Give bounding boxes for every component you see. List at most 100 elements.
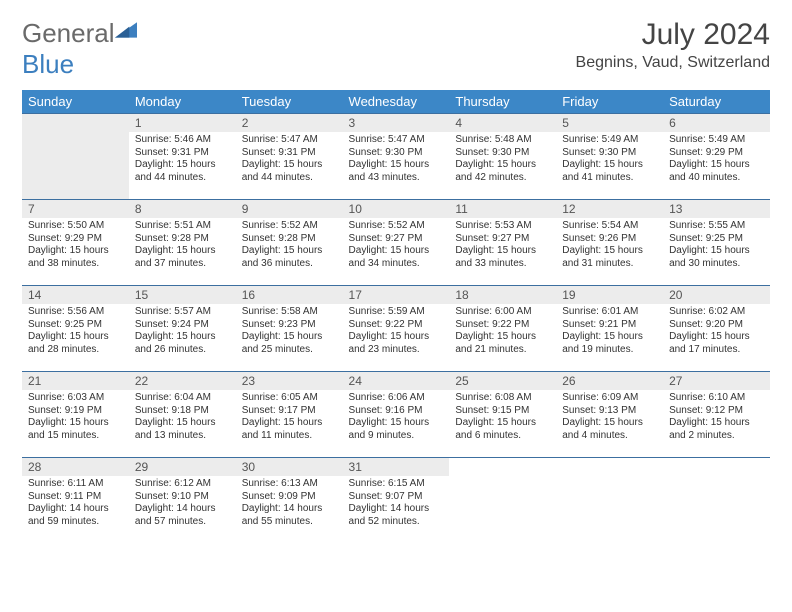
day-number: 19 bbox=[556, 286, 663, 304]
sunrise-line: Sunrise: 5:47 AM bbox=[242, 134, 318, 145]
week-row: 21Sunrise: 6:03 AMSunset: 9:19 PMDayligh… bbox=[22, 372, 770, 458]
day-cell: 25Sunrise: 6:08 AMSunset: 9:15 PMDayligh… bbox=[449, 372, 556, 458]
week-row: 1Sunrise: 5:46 AMSunset: 9:31 PMDaylight… bbox=[22, 114, 770, 200]
sunrise-line: Sunrise: 6:10 AM bbox=[669, 392, 745, 403]
day-number: 2 bbox=[236, 114, 343, 132]
sunset-line: Sunset: 9:29 PM bbox=[28, 233, 102, 244]
sunrise-line: Sunrise: 5:55 AM bbox=[669, 220, 745, 231]
sunrise-line: Sunrise: 5:48 AM bbox=[455, 134, 531, 145]
sunrise-line: Sunrise: 5:46 AM bbox=[135, 134, 211, 145]
sunrise-line: Sunrise: 6:02 AM bbox=[669, 306, 745, 317]
sunrise-line: Sunrise: 6:04 AM bbox=[135, 392, 211, 403]
month-title: July 2024 bbox=[576, 18, 770, 52]
weekday-header: Saturday bbox=[663, 90, 770, 114]
daylight-line: Daylight: 15 hours and 41 minutes. bbox=[562, 159, 643, 183]
sunset-line: Sunset: 9:12 PM bbox=[669, 405, 743, 416]
daylight-line: Daylight: 15 hours and 44 minutes. bbox=[242, 159, 323, 183]
sunrise-line: Sunrise: 5:47 AM bbox=[349, 134, 425, 145]
sunset-line: Sunset: 9:26 PM bbox=[562, 233, 636, 244]
daylight-line: Daylight: 15 hours and 38 minutes. bbox=[28, 245, 109, 269]
sunset-line: Sunset: 9:30 PM bbox=[349, 147, 423, 158]
day-cell: 23Sunrise: 6:05 AMSunset: 9:17 PMDayligh… bbox=[236, 372, 343, 458]
weekday-header: Sunday bbox=[22, 90, 129, 114]
day-details: Sunrise: 5:59 AMSunset: 9:22 PMDaylight:… bbox=[343, 304, 450, 360]
day-cell: 10Sunrise: 5:52 AMSunset: 9:27 PMDayligh… bbox=[343, 200, 450, 286]
day-cell: 6Sunrise: 5:49 AMSunset: 9:29 PMDaylight… bbox=[663, 114, 770, 200]
day-cell: 24Sunrise: 6:06 AMSunset: 9:16 PMDayligh… bbox=[343, 372, 450, 458]
day-details: Sunrise: 6:01 AMSunset: 9:21 PMDaylight:… bbox=[556, 304, 663, 360]
day-cell: 31Sunrise: 6:15 AMSunset: 9:07 PMDayligh… bbox=[343, 458, 450, 544]
day-details: Sunrise: 5:54 AM Sunset: 9:26 PMDaylight:… bbox=[556, 218, 663, 274]
day-cell bbox=[556, 458, 663, 544]
sunrise-line: Sunrise: 5:50 AM bbox=[28, 220, 104, 231]
day-cell: 15Sunrise: 5:57 AMSunset: 9:24 PMDayligh… bbox=[129, 286, 236, 372]
sunset-line: Sunset: 9:13 PM bbox=[562, 405, 636, 416]
daylight-line: Daylight: 15 hours and 44 minutes. bbox=[135, 159, 216, 183]
sunrise-line: Sunrise: 5:49 AM bbox=[669, 134, 745, 145]
daylight-line: Daylight: 14 hours and 52 minutes. bbox=[349, 503, 430, 527]
sunset-line: Sunset: 9:24 PM bbox=[135, 319, 209, 330]
day-cell bbox=[449, 458, 556, 544]
day-number: 13 bbox=[663, 200, 770, 218]
daylight-line: Daylight: 15 hours and 34 minutes. bbox=[349, 245, 430, 269]
weekday-header: Monday bbox=[129, 90, 236, 114]
day-cell: 13Sunrise: 5:55 AMSunset: 9:25 PMDayligh… bbox=[663, 200, 770, 286]
day-number: 5 bbox=[556, 114, 663, 132]
daylight-line: Daylight: 15 hours and 28 minutes. bbox=[28, 331, 109, 355]
daylight-line: Daylight: 15 hours and 31 minutes. bbox=[562, 245, 643, 269]
sunset-line: Sunset: 9:30 PM bbox=[562, 147, 636, 158]
sunset-line: Sunset: 9:29 PM bbox=[669, 147, 743, 158]
sunset-line: Sunset: 9:22 PM bbox=[349, 319, 423, 330]
day-details: Sunrise: 6:11 AMSunset: 9:11 PMDaylight:… bbox=[22, 476, 129, 532]
day-details: Sunrise: 5:48 AMSunset: 9:30 PMDaylight:… bbox=[449, 132, 556, 188]
day-cell: 12Sunrise: 5:54 AMSunset: 9:26 PMDayligh… bbox=[556, 200, 663, 286]
day-details: Sunrise: 6:12 AMSunset: 9:10 PMDaylight:… bbox=[129, 476, 236, 532]
day-cell: 21Sunrise: 6:03 AMSunset: 9:19 PMDayligh… bbox=[22, 372, 129, 458]
day-details: Sunrise: 5:47 AMSunset: 9:31 PMDaylight:… bbox=[236, 132, 343, 188]
logo-text-blue: Blue bbox=[22, 49, 74, 79]
sunrise-line: Sunrise: 5:52 AM bbox=[242, 220, 318, 231]
day-number: 11 bbox=[449, 200, 556, 218]
sunrise-line: Sunrise: 6:06 AM bbox=[349, 392, 425, 403]
day-cell: 29Sunrise: 6:12 AMSunset: 9:10 PMDayligh… bbox=[129, 458, 236, 544]
day-details: Sunrise: 6:09 AMSunset: 9:13 PMDaylight:… bbox=[556, 390, 663, 446]
sunset-line: Sunset: 9:23 PM bbox=[242, 319, 316, 330]
daylight-line: Daylight: 15 hours and 9 minutes. bbox=[349, 417, 430, 441]
daylight-line: Daylight: 15 hours and 43 minutes. bbox=[349, 159, 430, 183]
day-details: Sunrise: 5:52 AMSunset: 9:28 PMDaylight:… bbox=[236, 218, 343, 274]
day-details: Sunrise: 5:58 AMSunset: 9:23 PMDaylight:… bbox=[236, 304, 343, 360]
daylight-line: Daylight: 15 hours and 15 minutes. bbox=[28, 417, 109, 441]
day-details: Sunrise: 6:06 AMSunset: 9:16 PMDaylight:… bbox=[343, 390, 450, 446]
weekday-header: Wednesday bbox=[343, 90, 450, 114]
day-details: Sunrise: 6:13 AMSunset: 9:09 PMDaylight:… bbox=[236, 476, 343, 532]
day-number: 20 bbox=[663, 286, 770, 304]
sunset-line: Sunset: 9:30 PM bbox=[455, 147, 529, 158]
sunrise-line: Sunrise: 5:59 AM bbox=[349, 306, 425, 317]
sunset-line: Sunset: 9:11 PM bbox=[28, 491, 101, 502]
day-number: 27 bbox=[663, 372, 770, 390]
sunrise-line: Sunrise: 6:12 AM bbox=[135, 478, 211, 489]
day-number: 25 bbox=[449, 372, 556, 390]
daylight-line: Daylight: 15 hours and 11 minutes. bbox=[242, 417, 323, 441]
day-number: 15 bbox=[129, 286, 236, 304]
logo-text: General Blue bbox=[22, 18, 137, 80]
day-details: Sunrise: 6:04 AMSunset: 9:18 PMDaylight:… bbox=[129, 390, 236, 446]
sunset-line: Sunset: 9:28 PM bbox=[242, 233, 316, 244]
daylight-line: Daylight: 14 hours and 55 minutes. bbox=[242, 503, 323, 527]
sunrise-line: Sunrise: 5:54 AM bbox=[562, 220, 638, 231]
day-number: 28 bbox=[22, 458, 129, 476]
day-cell: 11Sunrise: 5:53 AMSunset: 9:27 PMDayligh… bbox=[449, 200, 556, 286]
sunrise-line: Sunrise: 6:13 AM bbox=[242, 478, 318, 489]
daylight-line: Daylight: 15 hours and 13 minutes. bbox=[135, 417, 216, 441]
sunset-line: Sunset: 9:10 PM bbox=[135, 491, 209, 502]
sunrise-line: Sunrise: 6:01 AM bbox=[562, 306, 638, 317]
day-number: 16 bbox=[236, 286, 343, 304]
day-cell: 4Sunrise: 5:48 AMSunset: 9:30 PMDaylight… bbox=[449, 114, 556, 200]
sunrise-line: Sunrise: 6:05 AM bbox=[242, 392, 318, 403]
day-number: 8 bbox=[129, 200, 236, 218]
day-details: Sunrise: 6:03 AMSunset: 9:19 PMDaylight:… bbox=[22, 390, 129, 446]
title-block: July 2024 Begnins, Vaud, Switzerland bbox=[576, 18, 770, 72]
day-cell: 18Sunrise: 6:00 AMSunset: 9:22 PMDayligh… bbox=[449, 286, 556, 372]
day-cell: 14Sunrise: 5:56 AMSunset: 9:25 PMDayligh… bbox=[22, 286, 129, 372]
daylight-line: Daylight: 15 hours and 4 minutes. bbox=[562, 417, 643, 441]
